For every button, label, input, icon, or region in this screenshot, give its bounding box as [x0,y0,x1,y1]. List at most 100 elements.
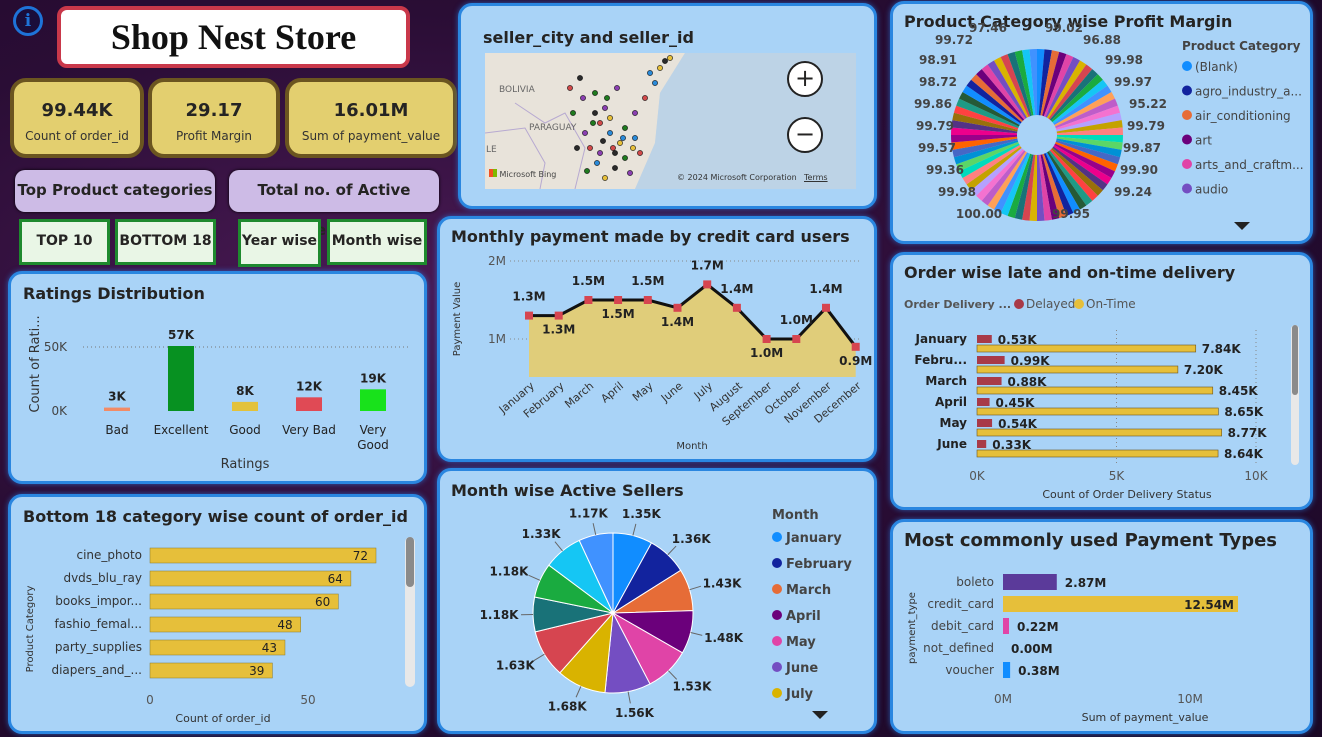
donut-slice [971,74,1023,123]
donut-slice [1047,151,1087,210]
legend-marker [1182,134,1192,145]
data-label: 99.95 [1052,207,1090,221]
legend-title: Order Delivery ... [904,298,1011,311]
border [485,127,546,189]
data-label: 99.86 [914,97,952,111]
donut-slice [1045,152,1080,213]
category-label: April [935,395,967,409]
bar [1003,662,1011,678]
seller-point [662,58,668,64]
data-label: 0.54K [998,417,1038,431]
category-label: party_supplies [55,640,142,654]
card-title: Ratings Distribution [23,284,205,303]
top-product-categories-button[interactable]: Top Product categories [15,170,215,212]
donut-slice [966,146,1022,191]
donut-slice [952,112,1018,132]
ratings-chart: 50K 0K Count of Rati... Ratings 3K Bad 57K Exce… [28,315,411,472]
data-label: 60 [315,595,330,609]
scrollbar-thumb[interactable] [406,537,414,587]
x-axis-title: Count of order_id [175,712,270,725]
card-title: seller_city and seller_id [483,28,694,47]
data-label: 48 [277,618,292,632]
line [529,282,857,348]
bar [232,401,258,411]
scrollbar[interactable] [1291,325,1299,465]
top10-button[interactable]: TOP 10 [19,219,110,265]
y-axis-title: Count of Rati... [28,315,43,412]
zoom-in-button[interactable]: + [787,61,823,97]
category-label: diapers_and_... [51,663,142,677]
x-tick-label: March [562,379,596,411]
data-point [614,296,623,304]
active-sellers-button[interactable]: Total no. of Active Sellers [229,170,439,239]
data-label: 8.64K [1224,447,1264,461]
category-label: dvds_blu_ray [63,571,142,585]
map-terms-link[interactable]: Terms [804,173,828,182]
data-point [822,303,830,312]
legend-scroll-down-icon[interactable] [1234,222,1250,230]
kpi-value: 99.44K [41,100,113,121]
x-tick-label: 10K [1244,469,1268,483]
donut-slice [951,120,1018,134]
legend-label: air_conditioning [1195,109,1291,123]
y-axis-title: Payment Value [452,282,463,356]
data-label: 99.57 [918,141,956,155]
legend-marker [1182,159,1192,169]
donut-slice [956,141,1019,172]
donut-slice [1055,140,1121,165]
data-label: 72 [353,549,368,563]
map-label-bolivia: BOLIVIA [499,85,535,95]
legend-label: June [785,661,818,676]
legend-label: Delayed [1026,297,1075,311]
info-icon[interactable]: i [13,6,43,36]
legend-label: audio [1195,183,1228,197]
donut-slice [1056,135,1123,143]
donut-slice [976,149,1025,201]
x-tick-label: 10M [1177,692,1203,706]
kpi-value: 16.01M [333,100,409,121]
data-label: 8.77K [1228,426,1268,440]
area [529,284,856,377]
map-canvas[interactable]: BOLIVIA PARAGUAY LE Microsoft Bing © 202… [485,53,856,189]
data-label: 19K [360,371,387,385]
bottom18-button[interactable]: BOTTOM 18 [115,219,216,265]
scrollbar[interactable] [405,537,415,687]
data-point [643,296,652,304]
donut-slice [1042,51,1067,117]
data-label: 99.36 [926,163,964,177]
donut-slice [951,135,1018,143]
x-tick-label: 50 [300,693,315,707]
category-label: January [915,332,968,346]
donut-slice [1043,153,1074,216]
legend-label: May [786,635,816,650]
scrollbar-thumb[interactable] [1292,325,1298,395]
donut-slice [1056,136,1123,150]
year-wise-button[interactable]: Year wise [238,219,321,267]
legend-scroll-down-icon[interactable] [812,711,828,719]
legend-label: art [1195,134,1212,148]
bar [1003,574,1057,590]
donut-slice [1056,127,1123,135]
data-label: 1.3M [512,290,545,304]
data-label: 12.54M [1184,598,1234,612]
category-label: March [925,374,967,388]
legend-marker [772,584,782,594]
bar [168,346,194,411]
data-label: 0.53K [998,333,1038,347]
legend-label: January [785,531,842,546]
donut-slice [951,136,1018,150]
month-wise-button[interactable]: Month wise [327,219,427,265]
bar-delayed [977,398,990,406]
credit-card-payment-card: Monthly payment made by credit card user… [437,216,877,462]
bar [149,616,301,633]
zoom-out-button[interactable]: − [787,117,823,153]
donut-slice [1022,49,1036,116]
data-label: 39 [249,664,264,678]
card-title: Product Category wise Profit Margin [904,12,1233,31]
bar [296,397,322,411]
donut-slice [1051,74,1103,123]
seller-point [632,110,638,116]
leader-line [667,545,677,556]
seller-point [617,140,623,146]
